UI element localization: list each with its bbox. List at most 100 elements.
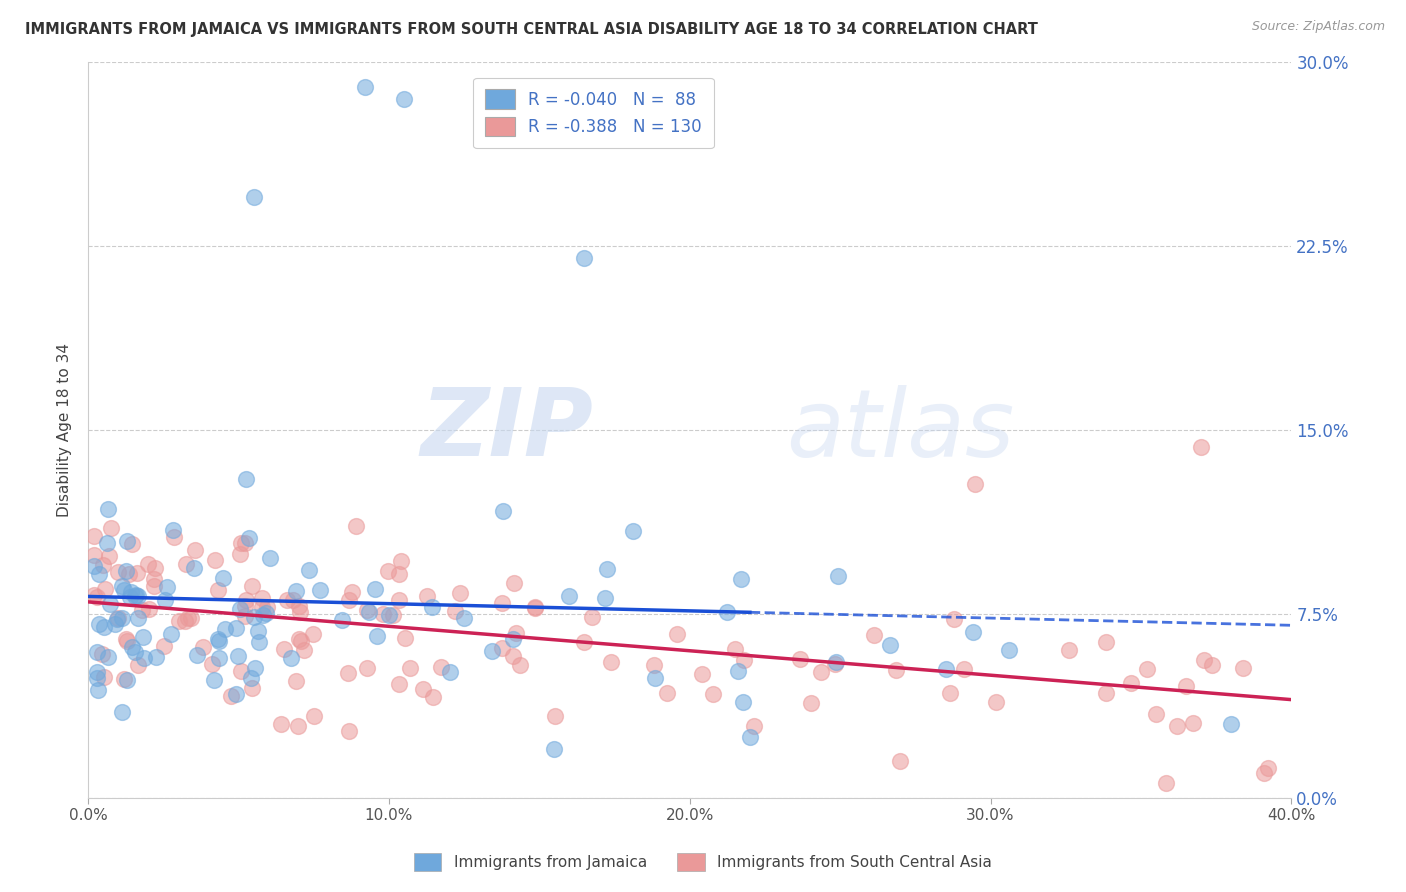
- Point: [184, 543, 207, 558]
- Point: [422, 690, 444, 705]
- Point: [600, 656, 623, 670]
- Point: [273, 641, 295, 656]
- Point: [169, 614, 191, 628]
- Point: [453, 611, 475, 625]
- Point: [394, 631, 416, 645]
- Point: [240, 578, 263, 592]
- Point: [574, 252, 596, 266]
- Point: [1094, 686, 1116, 700]
- Point: [287, 719, 309, 733]
- Point: [716, 605, 738, 619]
- Point: [702, 687, 724, 701]
- Point: [242, 681, 264, 695]
- Point: [86, 665, 108, 679]
- Text: IMMIGRANTS FROM JAMAICA VS IMMIGRANTS FROM SOUTH CENTRAL ASIA DISABILITY AGE 18 : IMMIGRANTS FROM JAMAICA VS IMMIGRANTS FR…: [25, 22, 1038, 37]
- Point: [174, 614, 197, 628]
- Point: [1166, 718, 1188, 732]
- Point: [381, 608, 404, 623]
- Point: [505, 626, 527, 640]
- Point: [100, 521, 122, 535]
- Point: [156, 580, 179, 594]
- Point: [366, 629, 388, 643]
- Point: [86, 590, 108, 604]
- Point: [174, 557, 197, 571]
- Point: [162, 523, 184, 537]
- Point: [389, 554, 412, 568]
- Point: [581, 610, 603, 624]
- Point: [246, 624, 269, 638]
- Point: [245, 661, 267, 675]
- Point: [254, 606, 277, 620]
- Point: [124, 589, 146, 603]
- Point: [644, 672, 666, 686]
- Point: [285, 673, 308, 688]
- Point: [388, 567, 411, 582]
- Point: [449, 586, 471, 600]
- Point: [1057, 642, 1080, 657]
- Point: [201, 657, 224, 671]
- Point: [824, 657, 846, 671]
- Point: [643, 657, 665, 672]
- Point: [136, 558, 159, 572]
- Point: [827, 569, 849, 583]
- Point: [558, 589, 581, 603]
- Point: [111, 578, 134, 592]
- Point: [503, 575, 526, 590]
- Point: [280, 651, 302, 665]
- Point: [502, 632, 524, 647]
- Point: [115, 564, 138, 578]
- Point: [83, 588, 105, 602]
- Point: [288, 632, 311, 646]
- Point: [118, 590, 141, 604]
- Point: [340, 584, 363, 599]
- Point: [177, 610, 200, 624]
- Point: [939, 686, 962, 700]
- Point: [416, 589, 439, 603]
- Point: [111, 611, 134, 625]
- Point: [127, 566, 149, 581]
- Point: [94, 582, 117, 596]
- Y-axis label: Disability Age 18 to 34: Disability Age 18 to 34: [58, 343, 72, 517]
- Point: [105, 612, 128, 626]
- Point: [97, 502, 120, 516]
- Point: [208, 651, 231, 665]
- Point: [143, 579, 166, 593]
- Point: [87, 567, 110, 582]
- Point: [93, 670, 115, 684]
- Point: [247, 635, 270, 649]
- Point: [1232, 661, 1254, 675]
- Point: [225, 621, 247, 635]
- Point: [107, 610, 129, 624]
- Point: [1181, 716, 1204, 731]
- Point: [127, 611, 149, 625]
- Point: [219, 689, 242, 703]
- Point: [115, 632, 138, 647]
- Point: [86, 645, 108, 659]
- Point: [344, 518, 367, 533]
- Point: [301, 627, 323, 641]
- Point: [276, 592, 298, 607]
- Point: [733, 695, 755, 709]
- Point: [226, 649, 249, 664]
- Point: [115, 533, 138, 548]
- Point: [502, 648, 524, 663]
- Point: [183, 561, 205, 575]
- Point: [863, 627, 886, 641]
- Point: [191, 640, 214, 654]
- Point: [596, 562, 619, 576]
- Point: [235, 609, 257, 624]
- Point: [1192, 653, 1215, 667]
- Point: [89, 617, 111, 632]
- Point: [491, 641, 513, 656]
- Point: [225, 688, 247, 702]
- Point: [439, 665, 461, 680]
- Point: [127, 657, 149, 672]
- Point: [1174, 679, 1197, 693]
- Point: [115, 673, 138, 687]
- Point: [83, 529, 105, 543]
- Point: [655, 686, 678, 700]
- Point: [337, 592, 360, 607]
- Point: [1154, 775, 1177, 789]
- Point: [242, 610, 264, 624]
- Point: [378, 607, 401, 622]
